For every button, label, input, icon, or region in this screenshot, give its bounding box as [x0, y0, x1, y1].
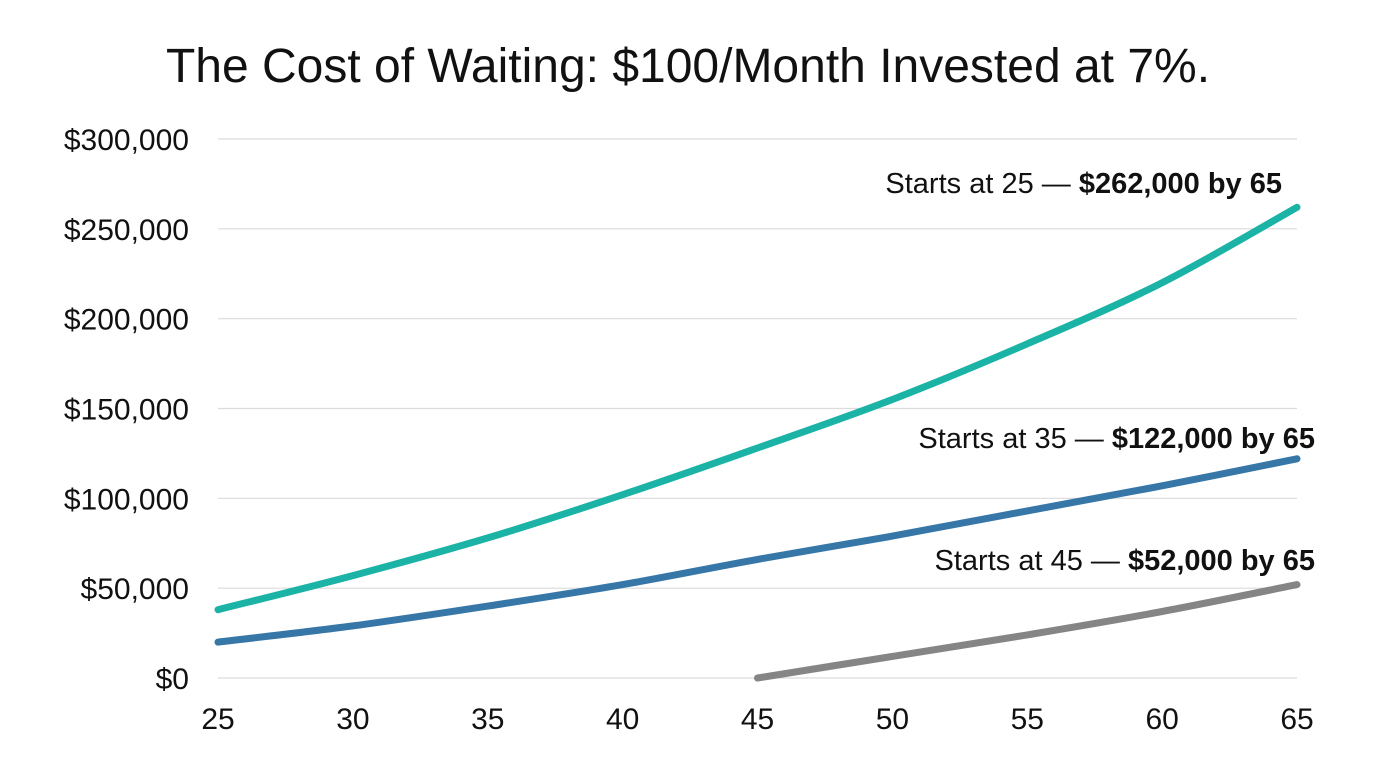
annotation-prefix: Starts at 25 —: [885, 168, 1078, 200]
x-tick-label: 35: [471, 703, 504, 736]
x-tick-label: 55: [1011, 703, 1044, 736]
y-tick-label: $200,000: [64, 304, 189, 337]
x-tick-label: 45: [741, 703, 774, 736]
annotation-prefix: Starts at 35 —: [918, 423, 1111, 455]
series-line-2: [214, 455, 1301, 646]
series-annotation-3: Starts at 45 — $52,000 by 65: [935, 545, 1315, 577]
x-tick-label: 40: [606, 703, 639, 736]
series-line-1: [214, 203, 1301, 614]
series-line-3: [754, 581, 1301, 682]
y-axis-tick-labels: $0 $50,000 $100,000 $150,000 $200,000 $250,00…: [64, 124, 189, 696]
y-tick-label: $100,000: [64, 483, 189, 516]
x-tick-label: 60: [1145, 703, 1178, 736]
series-annotations: Starts at 25 — $262,000 by 65 Starts at 3…: [885, 168, 1315, 577]
chart-title: The Cost of Waiting: $100/Month Invested…: [166, 40, 1210, 93]
series-annotation-1: Starts at 25 — $262,000 by 65: [885, 168, 1282, 200]
series-lines: [214, 203, 1301, 682]
annotation-value: $262,000 by 65: [1079, 168, 1282, 200]
y-tick-label: $0: [156, 663, 189, 696]
annotation-prefix: Starts at 45 —: [935, 545, 1128, 577]
y-tick-label: $300,000: [64, 124, 189, 157]
x-axis-tick-labels: 25 30 35 40 45 50 55 60 65: [201, 703, 1313, 736]
gridlines: [218, 138, 1297, 679]
x-tick-label: 25: [201, 703, 234, 736]
y-tick-label: $250,000: [64, 214, 189, 247]
annotation-value: $122,000 by 65: [1112, 423, 1315, 455]
x-tick-label: 50: [876, 703, 909, 736]
y-tick-label: $150,000: [64, 394, 189, 427]
annotation-value: $52,000 by 65: [1128, 545, 1315, 577]
series-annotation-2: Starts at 35 — $122,000 by 65: [918, 423, 1315, 455]
x-tick-label: 30: [336, 703, 369, 736]
y-tick-label: $50,000: [81, 573, 189, 606]
x-tick-label: 65: [1280, 703, 1313, 736]
